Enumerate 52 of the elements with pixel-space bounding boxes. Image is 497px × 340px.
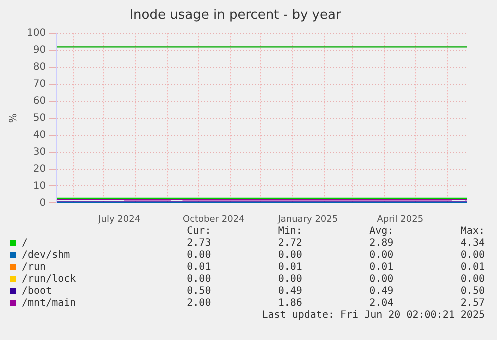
- chart-title: Inode usage in percent - by year: [130, 8, 342, 24]
- legend-label: /mnt/main: [22, 298, 76, 309]
- y-tick-label: 10: [33, 180, 46, 192]
- text: 0.00: [460, 274, 485, 286]
- text: 0.00: [368, 250, 394, 262]
- text: 2.72: [277, 238, 302, 250]
- x-tick-label: July 2024: [98, 214, 141, 225]
- text: 0.00: [277, 250, 302, 262]
- legend-label: /dev/shm: [22, 250, 70, 261]
- y-tick-label: 20: [33, 164, 46, 175]
- text: 0.00: [186, 274, 212, 286]
- legend-label: /run/lock: [22, 274, 76, 285]
- text: 0.01: [368, 262, 394, 274]
- y-tick-label: 50: [33, 112, 46, 124]
- legend-label: /: [22, 238, 28, 249]
- text: 0.49: [277, 286, 302, 298]
- text: Avg:: [368, 226, 394, 238]
- x-tick-label: January 2025: [277, 214, 338, 225]
- y-tick-label: 60: [33, 96, 46, 108]
- text: 0.01: [460, 262, 485, 274]
- text: 0.00: [460, 250, 485, 262]
- y-axis-title: %: [8, 114, 20, 124]
- y-tick-label: 90: [33, 45, 46, 56]
- y-tick-label: 0: [40, 198, 46, 209]
- legend-label: /boot: [22, 286, 52, 297]
- text: 0.01: [186, 262, 212, 274]
- text: 2.73: [186, 238, 212, 250]
- x-tick-label: April 2025: [377, 214, 424, 225]
- text: 2.89: [368, 238, 394, 250]
- text: 2.57: [460, 298, 485, 310]
- y-tick-label: 70: [33, 79, 46, 90]
- text: 0.50: [186, 286, 212, 298]
- legend-label: /run: [22, 262, 46, 273]
- text: 2.00: [186, 298, 212, 310]
- text: 0.01: [277, 262, 302, 274]
- text: Min:: [277, 226, 302, 238]
- text: Last update: Fri Jun 20 02:00:21 2025: [261, 310, 485, 322]
- y-tick-label: 40: [33, 130, 46, 141]
- text: Cur:: [186, 226, 212, 238]
- text: 4.34: [460, 238, 485, 250]
- text: 2.04: [368, 298, 394, 310]
- y-tick-label: 30: [33, 146, 46, 158]
- text: 0.00: [277, 274, 302, 286]
- text: 0.00: [368, 274, 394, 286]
- text: 1.86: [277, 298, 302, 310]
- text: 0.49: [368, 286, 394, 298]
- y-tick-label: 80: [33, 62, 46, 74]
- x-tick-label: October 2024: [182, 214, 246, 225]
- text: 0.50: [460, 286, 485, 298]
- text: Max:: [460, 226, 485, 238]
- y-tick-label: 100: [26, 28, 46, 40]
- text: 0.00: [186, 250, 212, 262]
